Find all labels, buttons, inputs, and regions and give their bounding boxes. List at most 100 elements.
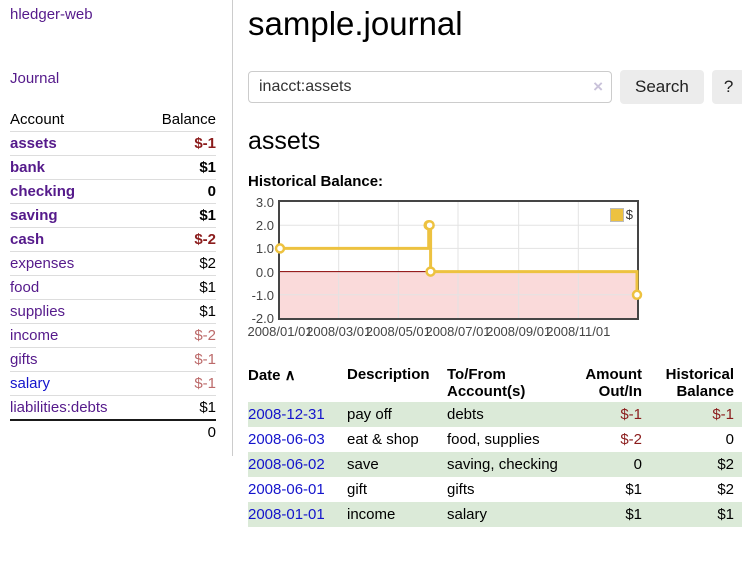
column-header-amount: Amount Out/In <box>560 364 642 402</box>
transaction-date-cell: 2008-12-31 <box>248 402 347 427</box>
sidebar-account-link[interactable]: saving <box>10 207 58 224</box>
account-row: expenses $2 <box>10 251 216 276</box>
transaction-date-cell: 2008-01-01 <box>248 502 347 527</box>
column-header-date[interactable]: Date ∧ <box>248 364 347 402</box>
transaction-row[interactable]: 2008-01-01 income salary $1 $1 <box>248 502 742 527</box>
x-tick-label: 2008/09/01 <box>486 324 552 339</box>
app-title-link[interactable]: hledger-web <box>10 6 93 23</box>
sort-ascending-icon: ∧ <box>280 367 296 384</box>
account-balance: $1 <box>142 395 216 420</box>
sidebar-item-journal[interactable]: Journal <box>10 70 60 87</box>
search-box: × <box>248 71 612 103</box>
sidebar-account-link[interactable]: assets <box>10 135 57 152</box>
account-balance: $-2 <box>142 227 216 252</box>
transaction-date-link[interactable]: 2008-01-01 <box>248 506 325 523</box>
page-title: sample.journal <box>248 5 463 42</box>
sidebar-account-link[interactable]: income <box>10 327 59 344</box>
balance-column-header: Balance <box>161 111 216 128</box>
transaction-row[interactable]: 2008-12-31 pay off debts $-1 $-1 <box>248 402 742 427</box>
column-header-label: Description <box>347 366 430 383</box>
transaction-amount: $1 <box>625 481 642 498</box>
account-name-cell: cash <box>10 227 143 252</box>
accounts-table-header-row: Account Balance <box>10 108 216 132</box>
transaction-accounts: salary <box>447 506 488 523</box>
account-balance: $-2 <box>142 323 216 348</box>
transaction-description: save <box>347 456 379 473</box>
account-balance: $1 <box>142 299 216 324</box>
transactions-header-row: Date ∧ Description To/From Account(s) Amoun… <box>248 364 742 402</box>
transaction-description: eat & shop <box>347 431 419 448</box>
transaction-date-link[interactable]: 2008-12-31 <box>248 406 325 423</box>
x-tick-label: 2008/07/01 <box>425 324 491 339</box>
sidebar-account-link[interactable]: liabilities:debts <box>10 399 108 416</box>
sidebar-account-link[interactable]: checking <box>10 183 76 200</box>
sidebar-account-link[interactable]: supplies <box>10 303 66 320</box>
account-name-cell: checking <box>10 179 143 204</box>
account-name-cell: saving <box>10 203 143 228</box>
account-row: saving $1 <box>10 203 216 228</box>
total-spacer <box>10 419 143 444</box>
account-name-cell: income <box>10 323 143 348</box>
account-heading: assets <box>248 127 321 155</box>
transaction-balance: $2 <box>717 481 734 498</box>
x-tick-label: 2008/01/01 <box>247 324 313 339</box>
clear-search-icon[interactable]: × <box>593 77 603 96</box>
transaction-row[interactable]: 2008-06-03 eat & shop food, supplies $-2 0 <box>248 427 742 452</box>
historical-balance-chart: 3.0 2.0 1.0 0.0 -1.0 -2.0 $ 2008/01/01 2008/03… <box>247 195 742 346</box>
account-balance: $1 <box>142 275 216 300</box>
column-header-label: Historical Balance <box>665 366 734 400</box>
sidebar-account-link[interactable]: food <box>10 279 40 296</box>
total-balance: 0 <box>142 419 216 444</box>
chart-plot-area: $ <box>274 200 643 320</box>
help-button[interactable]: ? <box>711 70 742 104</box>
account-row: checking 0 <box>10 179 216 204</box>
transaction-date-link[interactable]: 2008-06-01 <box>248 481 325 498</box>
account-name-cell: liabilities:debts <box>10 395 143 420</box>
accounts-balance-table: Account Balance assets $-1 bank $1 checking 0… <box>10 108 216 444</box>
account-name-cell: food <box>10 275 143 300</box>
search-input[interactable] <box>248 71 612 103</box>
account-row: gifts $-1 <box>10 347 216 372</box>
account-row: bank $1 <box>10 155 216 180</box>
account-balance: $-1 <box>142 371 216 396</box>
transaction-balance: 0 <box>725 431 734 448</box>
transaction-row[interactable]: 2008-06-02 save saving, checking 0 $2 <box>248 452 742 477</box>
account-balance: $2 <box>142 251 216 276</box>
account-name-cell: assets <box>10 131 143 156</box>
account-name-cell: expenses <box>10 251 143 276</box>
transaction-date-link[interactable]: 2008-06-02 <box>248 456 325 473</box>
transaction-date-cell: 2008-06-03 <box>248 427 347 452</box>
sidebar-accounts: assets $-1 bank $1 checking 0 saving $1 cash $-2 e… <box>10 131 216 420</box>
transaction-balance: $2 <box>717 456 734 473</box>
transaction-accounts: debts <box>447 406 484 423</box>
transaction-row[interactable]: 2008-06-01 gift gifts $1 $2 <box>248 477 742 502</box>
account-row: cash $-2 <box>10 227 216 252</box>
column-header-description: Description <box>347 364 447 402</box>
transaction-description: income <box>347 506 396 523</box>
column-header-label: To/From Account(s) <box>447 366 526 400</box>
search-button[interactable]: Search <box>620 70 704 104</box>
account-row: assets $-1 <box>10 131 216 156</box>
sidebar-account-link[interactable]: expenses <box>10 255 75 272</box>
chart-legend: $ <box>609 207 633 222</box>
dollar-series-swatch-icon <box>609 207 624 222</box>
x-tick-label: 2008/03/01 <box>306 324 372 339</box>
app-title: hledger-web <box>10 6 216 24</box>
transaction-balance: $1 <box>717 506 734 523</box>
y-tick-label: 1.0 <box>255 241 274 257</box>
sidebar-account-link[interactable]: salary <box>10 375 51 392</box>
legend-label: $ <box>625 207 633 222</box>
y-tick-label: -1.0 <box>251 287 274 303</box>
sidebar-account-link[interactable]: bank <box>10 159 46 176</box>
sidebar-account-link[interactable]: cash <box>10 231 45 248</box>
sidebar: hledger-web Journal Account Balance asse… <box>0 0 233 456</box>
transaction-date-link[interactable]: 2008-06-03 <box>248 431 325 448</box>
account-row: salary $-1 <box>10 371 216 396</box>
transaction-accounts: gifts <box>447 481 475 498</box>
account-row: income $-2 <box>10 323 216 348</box>
transaction-amount: $-1 <box>620 406 642 423</box>
transaction-description: pay off <box>347 406 392 423</box>
transactions-table: Date ∧ Description To/From Account(s) Amoun… <box>248 364 742 527</box>
sidebar-account-link[interactable]: gifts <box>10 351 38 368</box>
transaction-amount: $-2 <box>620 431 642 448</box>
